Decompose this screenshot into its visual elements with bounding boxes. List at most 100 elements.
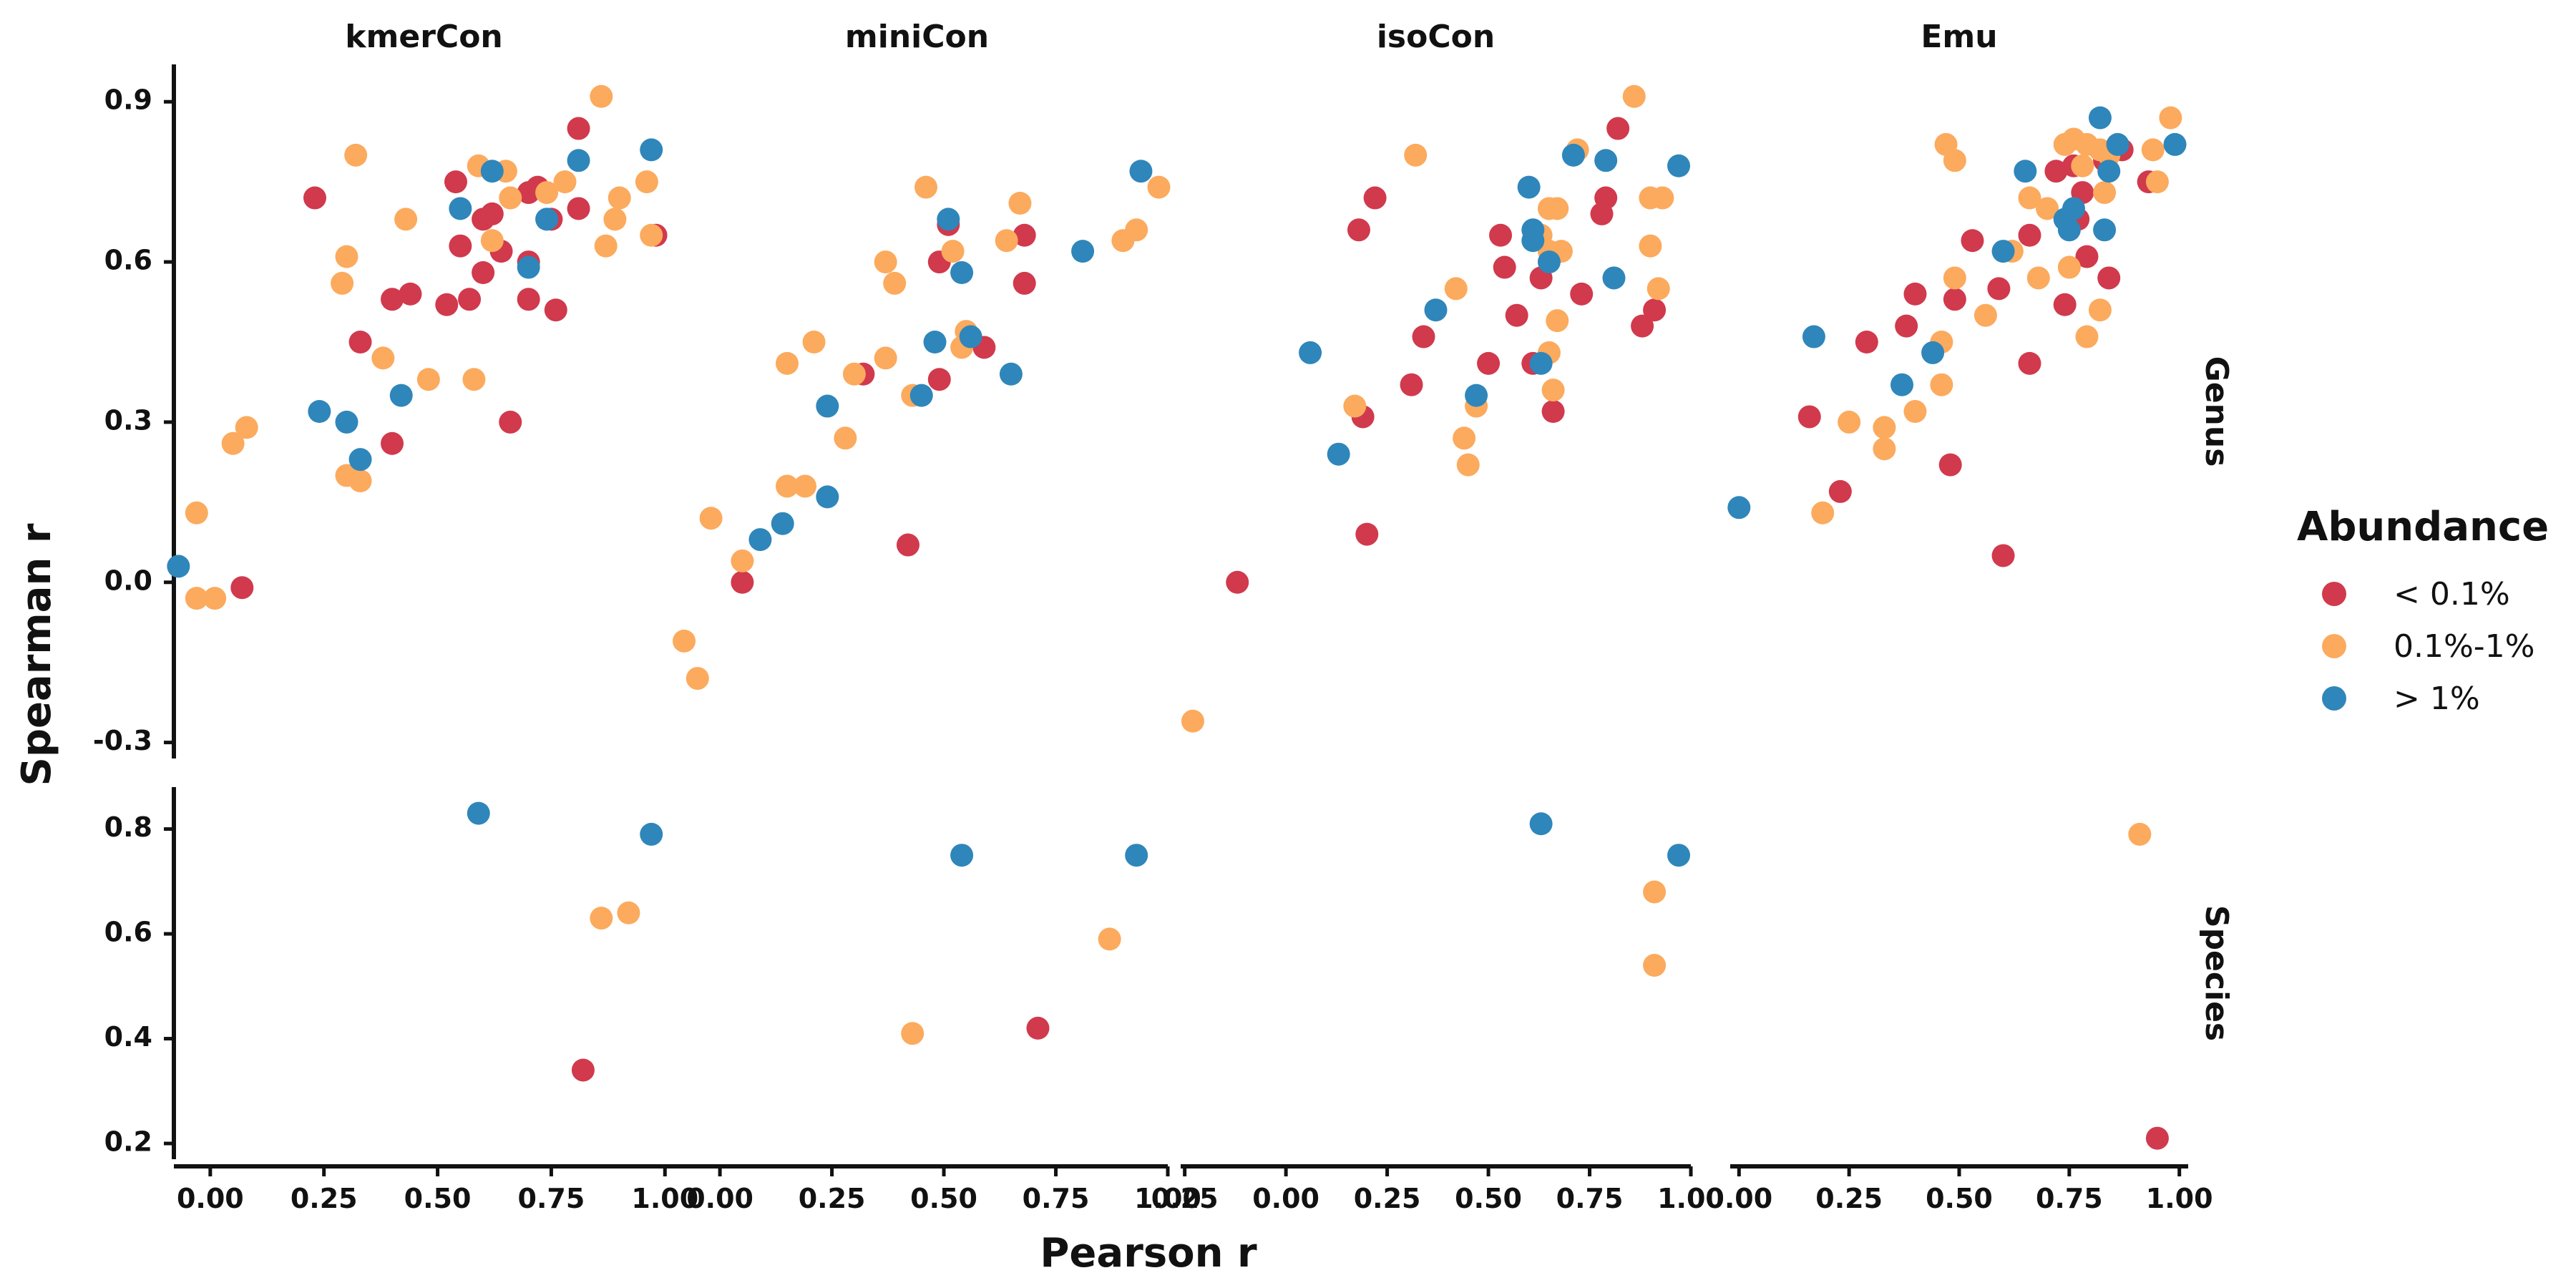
- y-tick-label-genus: 0.6: [104, 245, 152, 276]
- data-point: [1903, 400, 1927, 423]
- data-point: [1541, 379, 1565, 402]
- data-point: [480, 160, 504, 183]
- data-point: [927, 368, 951, 391]
- data-point: [1639, 234, 1662, 258]
- x-tick-label-emu: 0.25: [1815, 1183, 1883, 1214]
- data-point: [1424, 298, 1448, 322]
- data-point: [1071, 240, 1095, 263]
- data-point: [480, 229, 504, 253]
- data-point: [1008, 192, 1032, 215]
- data-point: [1400, 373, 1423, 396]
- data-point: [1667, 844, 1691, 867]
- facet-layer: kmerCon miniCon isoCon Emu Genus Species 0.9 0.…: [93, 19, 2235, 1214]
- x-tick-label-isocon: 1.00: [1657, 1183, 1724, 1214]
- data-point: [590, 84, 613, 108]
- data-point: [2088, 106, 2112, 130]
- facet-emu-species: [2128, 822, 2169, 1150]
- facet-minicon-species: [901, 844, 1148, 1045]
- row-label-species: Species: [2198, 905, 2235, 1041]
- data-point: [1363, 186, 1387, 210]
- data-point: [1404, 143, 1428, 167]
- data-point: [1602, 266, 1626, 290]
- data-point: [221, 431, 245, 455]
- data-point: [1643, 298, 1667, 322]
- data-point: [499, 410, 522, 434]
- x-tick-label-minicon: 0.50: [910, 1183, 977, 1214]
- data-point: [444, 170, 467, 194]
- data-point: [2145, 1126, 2169, 1150]
- data-point: [1111, 229, 1135, 253]
- data-point: [331, 271, 354, 295]
- data-point: [1594, 149, 1618, 172]
- legend-label-0-1-to-1: 0.1%-1%: [2394, 628, 2534, 665]
- data-point: [517, 288, 540, 311]
- data-point: [1943, 288, 1966, 311]
- data-point: [480, 202, 504, 225]
- x-tick-label-minicon: 0.00: [686, 1183, 753, 1214]
- data-point: [167, 555, 190, 578]
- y-axis-title: Spearman r: [14, 523, 60, 786]
- x-tick-label-kmercon: 1.00: [631, 1183, 698, 1214]
- data-point: [1561, 143, 1585, 167]
- data-point: [1181, 709, 1204, 733]
- data-point: [1013, 223, 1036, 247]
- data-point: [381, 431, 404, 455]
- y-tick-label-genus: 0.9: [104, 84, 152, 116]
- data-point: [344, 143, 368, 167]
- data-point: [1489, 223, 1513, 247]
- data-point: [874, 250, 897, 274]
- y-tick-label-species: 0.4: [104, 1021, 152, 1053]
- x-tick-label-minicon: 0.25: [799, 1183, 866, 1214]
- data-point: [1811, 501, 1835, 525]
- facet-isocon-species: [1529, 812, 1691, 977]
- data-point: [303, 186, 326, 210]
- data-point: [1622, 84, 1646, 108]
- row-label-genus: Genus: [2198, 356, 2235, 467]
- legend-marker-gt-1: [2322, 686, 2346, 711]
- data-point: [914, 175, 938, 199]
- data-point: [1667, 154, 1691, 177]
- data-point: [472, 261, 495, 284]
- facet-kmercon-genus: [167, 84, 668, 610]
- data-point: [834, 426, 857, 450]
- data-point: [462, 368, 486, 391]
- data-point: [923, 331, 947, 353]
- data-point: [775, 351, 799, 375]
- data-point: [1943, 149, 1966, 172]
- data-point: [1125, 844, 1148, 867]
- data-point: [1646, 277, 1670, 301]
- data-point: [389, 384, 413, 407]
- data-point: [2026, 266, 2050, 290]
- data-point: [1412, 325, 1435, 348]
- data-point: [2018, 223, 2041, 247]
- x-tick-label-emu: 0.75: [2036, 1183, 2103, 1214]
- data-point: [371, 346, 395, 370]
- y-tick-label-genus: 0.3: [104, 404, 152, 436]
- data-point: [535, 181, 559, 205]
- data-point: [235, 416, 258, 439]
- data-point: [335, 410, 358, 434]
- data-point: [399, 282, 422, 306]
- data-point: [2088, 298, 2112, 322]
- data-point: [999, 362, 1023, 386]
- data-point: [640, 223, 663, 247]
- data-point: [1347, 218, 1370, 242]
- data-point: [2014, 160, 2037, 183]
- x-tick-label-emu: 0.00: [1705, 1183, 1772, 1214]
- data-point: [1855, 331, 1878, 353]
- data-point: [731, 549, 754, 572]
- data-point: [1493, 255, 1516, 279]
- data-point: [1147, 175, 1171, 199]
- x-tick-label-kmercon: 0.75: [518, 1183, 585, 1214]
- data-point: [816, 485, 839, 509]
- data-point: [1456, 453, 1480, 477]
- data-point: [1921, 341, 1945, 364]
- data-point: [203, 587, 227, 610]
- data-point: [1570, 282, 1594, 306]
- data-point: [567, 197, 590, 220]
- y-tick-label-genus: -0.3: [93, 725, 152, 756]
- x-tick-label-isocon: 0.25: [1354, 1183, 1421, 1214]
- x-tick-label-minicon: 1.00: [1134, 1183, 1201, 1214]
- data-point: [1930, 373, 1953, 396]
- data-point: [394, 208, 418, 231]
